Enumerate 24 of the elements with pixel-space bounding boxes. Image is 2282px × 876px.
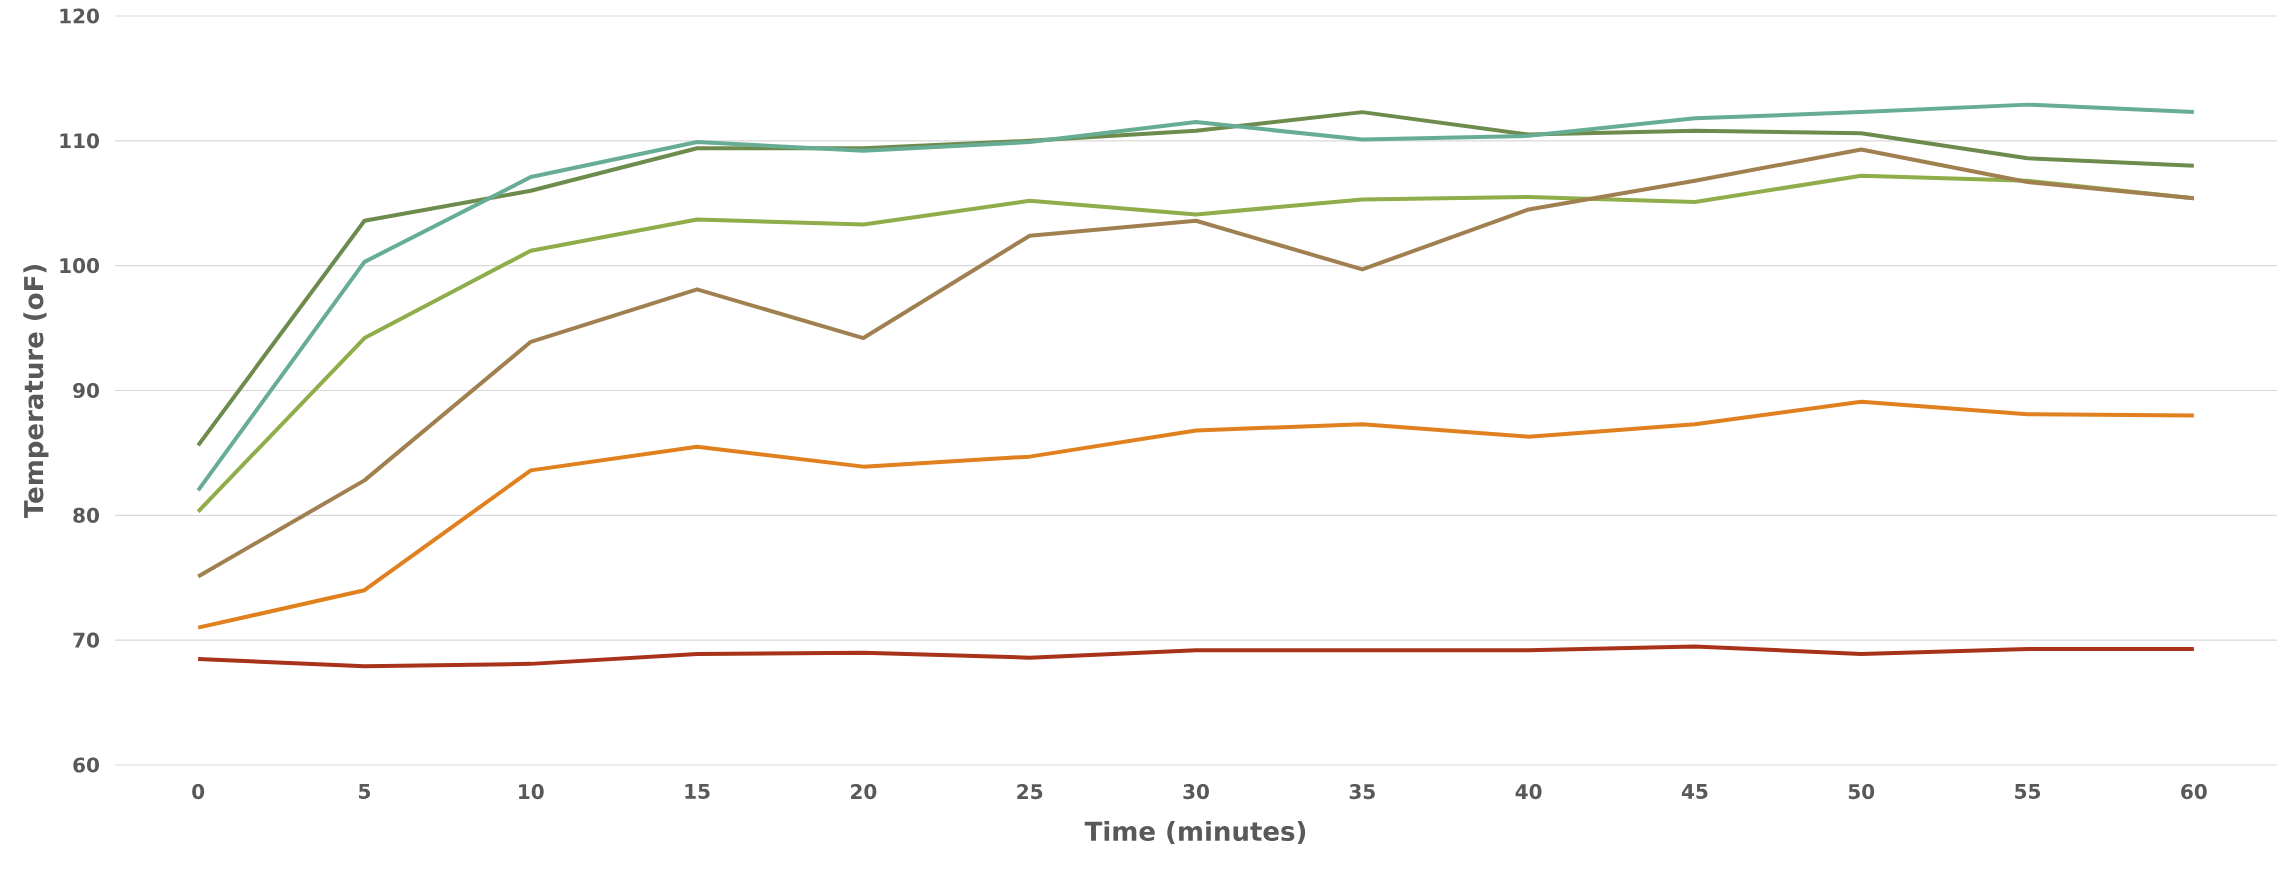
line-series bbox=[196, 399, 2196, 630]
y-tick-label: 90 bbox=[73, 382, 99, 399]
x-tick-label: 35 bbox=[1349, 784, 1375, 800]
x-tick-label: 10 bbox=[519, 784, 544, 800]
y-tick-label: 70 bbox=[73, 632, 99, 648]
x-tick-label: 0 bbox=[192, 784, 205, 800]
x-tick-label: 40 bbox=[1515, 784, 1542, 800]
x-tick-label: 45 bbox=[1681, 784, 1708, 799]
x-tick-label: 15 bbox=[685, 784, 710, 799]
y-tick-label: 100 bbox=[60, 258, 99, 274]
x-tick-label: 50 bbox=[1848, 784, 1875, 800]
x-tick-label: 25 bbox=[1017, 784, 1043, 800]
x-tick-label: 5 bbox=[359, 784, 371, 799]
y-tick-label: 60 bbox=[73, 757, 99, 773]
y-tick-label: 80 bbox=[73, 507, 99, 523]
line-series bbox=[196, 147, 2196, 579]
y-tick-label: 120 bbox=[60, 8, 99, 24]
x-axis-title: Time (minutes) bbox=[1084, 820, 1306, 845]
x-tick-label: 60 bbox=[2181, 784, 2207, 800]
x-tick-label: 55 bbox=[2015, 784, 2041, 799]
x-tick-label: 20 bbox=[851, 784, 877, 800]
y-axis-title: Temperature (oF) bbox=[23, 265, 49, 519]
y-tick-label: 110 bbox=[60, 133, 99, 149]
x-tick-label: 30 bbox=[1183, 784, 1209, 800]
